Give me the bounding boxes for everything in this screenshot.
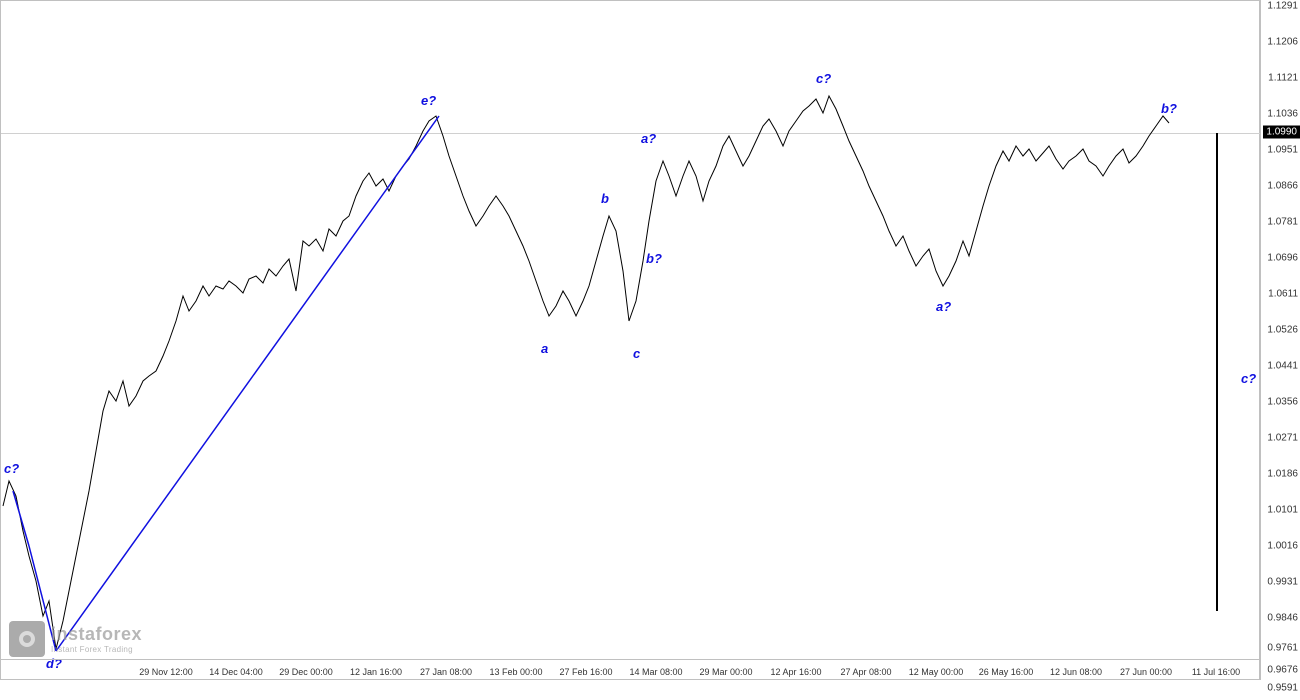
time-tick: 27 Feb 16:00 — [559, 667, 612, 677]
price-chart-svg — [1, 1, 1261, 661]
wave-label: a? — [936, 299, 951, 314]
time-axis: 29 Nov 12:00 14 Dec 04:00 29 Dec 00:00 12 J… — [1, 659, 1261, 679]
wave-label: b — [601, 191, 609, 206]
price-axis: 1.0990 1.1291 1.1206 1.1121 1.1036 1.0951 1.0… — [1260, 0, 1300, 680]
trend-line — [56, 116, 439, 651]
price-tick: 1.1036 — [1267, 109, 1298, 120]
price-tick: 1.0866 — [1267, 181, 1298, 192]
wave-label: c — [633, 346, 640, 361]
wave-label: b? — [1161, 101, 1177, 116]
price-tick: 1.0526 — [1267, 325, 1298, 336]
time-tick: 11 Jul 16:00 — [1192, 667, 1240, 677]
price-tick: 0.9591 — [1267, 683, 1298, 694]
price-tick: 1.0271 — [1267, 433, 1298, 444]
time-tick: 27 Jan 08:00 — [420, 667, 472, 677]
price-tick: 0.9761 — [1267, 643, 1298, 654]
time-tick: 29 Mar 00:00 — [699, 667, 752, 677]
wave-label: a? — [641, 131, 656, 146]
wave-label: a — [541, 341, 548, 356]
price-tick: 1.1121 — [1268, 73, 1298, 84]
price-tick: 1.0356 — [1267, 397, 1298, 408]
time-tick: 14 Dec 04:00 — [209, 667, 263, 677]
time-tick: 29 Dec 00:00 — [279, 667, 333, 677]
price-tick: 1.0781 — [1267, 217, 1298, 228]
watermark-icon — [9, 621, 45, 657]
price-tick: 1.0016 — [1267, 541, 1298, 552]
wave-label: c? — [4, 461, 19, 476]
price-tick: 1.1206 — [1267, 37, 1298, 48]
price-tick: 1.0441 — [1267, 361, 1298, 372]
time-tick: 12 Jun 08:00 — [1050, 667, 1102, 677]
time-tick: 12 May 00:00 — [909, 667, 964, 677]
price-tick: 0.9931 — [1267, 577, 1298, 588]
price-series — [3, 96, 1169, 649]
watermark-brand: instaforex — [51, 624, 142, 645]
price-tick: 0.9846 — [1267, 613, 1298, 624]
watermark: instaforex Instant Forex Trading — [9, 621, 142, 657]
price-tick: 1.0186 — [1267, 469, 1298, 480]
trend-line — [13, 491, 29, 546]
last-price-bar — [1216, 133, 1218, 611]
time-tick: 12 Apr 16:00 — [770, 667, 821, 677]
chart-area: c?d?e?abca?b?c?a?b?c? 29 Nov 12:0014 Dec… — [0, 0, 1260, 680]
price-tick: 1.0951 — [1267, 145, 1298, 156]
time-tick: 26 May 16:00 — [979, 667, 1034, 677]
time-tick: 12 Jan 16:00 — [350, 667, 402, 677]
wave-label: c? — [1241, 371, 1256, 386]
price-tick: 0.9676 — [1267, 665, 1298, 676]
price-tick: 1.0101 — [1267, 505, 1298, 516]
time-tick: 29 Nov 12:00 — [139, 667, 193, 677]
price-tick: 1.1291 — [1267, 1, 1298, 12]
wave-label: b? — [646, 251, 662, 266]
time-tick: 14 Mar 08:00 — [629, 667, 682, 677]
watermark-tagline: Instant Forex Trading — [51, 645, 142, 654]
time-tick: 27 Jun 00:00 — [1120, 667, 1172, 677]
wave-label: e? — [421, 93, 436, 108]
wave-label: c? — [816, 71, 831, 86]
price-tick: 1.0611 — [1268, 289, 1298, 300]
current-price-label: 1.0990 — [1263, 126, 1300, 139]
time-tick: 13 Feb 00:00 — [489, 667, 542, 677]
price-tick: 1.0696 — [1267, 253, 1298, 264]
time-tick: 27 Apr 08:00 — [840, 667, 891, 677]
